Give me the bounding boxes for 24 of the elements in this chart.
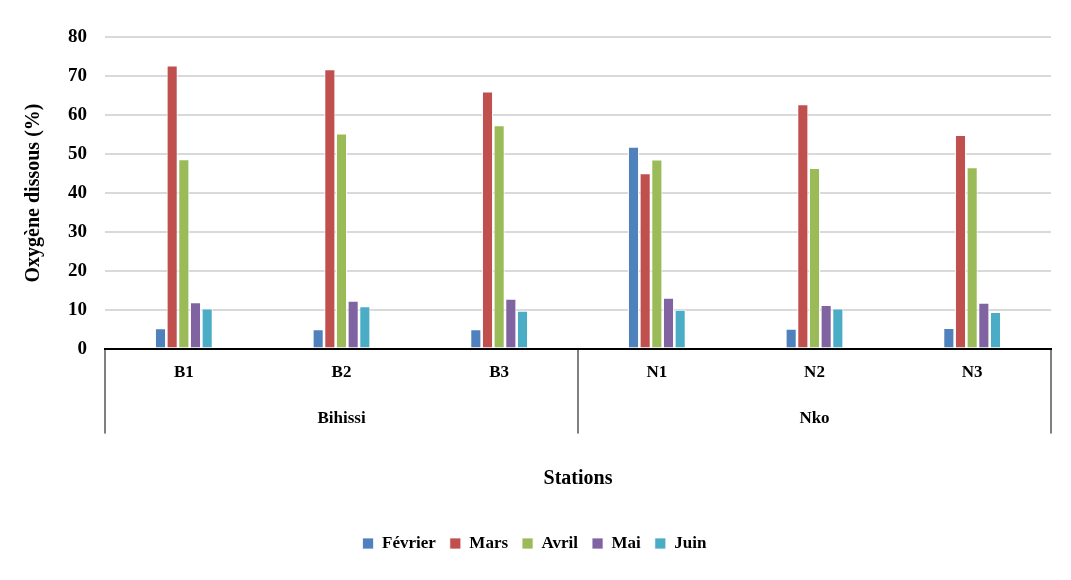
legend-label: Juin	[674, 532, 707, 552]
legend-label: Mai	[611, 532, 642, 552]
text: Bihissi	[317, 407, 366, 427]
y-tick-label: 0	[77, 336, 87, 358]
text: Nko	[799, 407, 830, 427]
x-tick-label: N3	[961, 362, 983, 382]
y-tick-label: 60	[68, 103, 87, 125]
y-tick-label: 50	[68, 142, 87, 164]
legend-label: Avril	[541, 532, 579, 552]
y-tick-label: 20	[68, 258, 87, 280]
x-tick-label: N1	[646, 362, 668, 382]
x-tick-label: B1	[173, 362, 194, 382]
x-tick-label: B3	[489, 362, 510, 382]
y-tick-label: 70	[68, 64, 87, 86]
y-tick-label: 10	[68, 297, 87, 319]
y-tick-label: 80	[68, 25, 87, 47]
x-tick-label: B2	[331, 362, 352, 382]
y-axis-title: Oxygène dissous (%)	[21, 103, 45, 283]
legend-label: Février	[382, 532, 437, 552]
y-tick-label: 40	[68, 180, 87, 202]
legend-label: Mars	[469, 532, 509, 552]
x-tick-label: N2	[804, 362, 825, 382]
y-tick-label: 30	[68, 219, 87, 241]
x-axis-title: Stations	[543, 466, 613, 489]
